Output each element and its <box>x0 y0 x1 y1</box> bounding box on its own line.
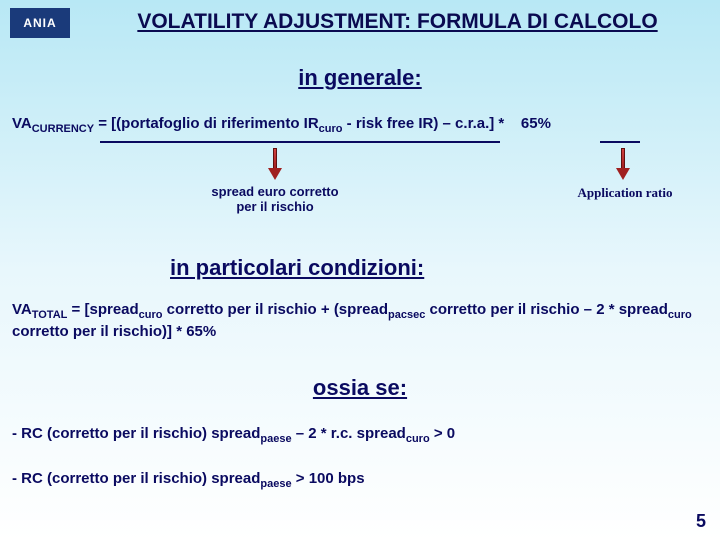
section-heading-ossia: ossia se: <box>0 375 720 401</box>
page-number: 5 <box>696 511 706 532</box>
condition-2: - RC (corretto per il rischio) spreadpae… <box>12 470 708 490</box>
formula-currency: VACURRENCY = [(portafoglio di riferiment… <box>12 115 708 135</box>
arrow-down-icon <box>616 148 630 180</box>
section-heading-general: in generale: <box>0 65 720 91</box>
label-application-ratio: Application ratio <box>560 185 690 201</box>
condition-1: - RC (corretto per il rischio) spreadpae… <box>12 425 708 445</box>
brand-logo: ANIA <box>10 8 70 38</box>
formula-total: VATOTAL = [spreadcuro corretto per il ri… <box>12 300 708 342</box>
slide-title: VOLATILITY ADJUSTMENT: FORMULA DI CALCOL… <box>95 10 700 34</box>
underline-formula-main <box>100 141 500 143</box>
label-spread-euro: spread euro corretto per il rischio <box>210 185 340 215</box>
underline-formula-pct <box>600 141 640 143</box>
section-heading-particular: in particolari condizioni: <box>0 255 720 281</box>
arrow-down-icon <box>268 148 282 180</box>
